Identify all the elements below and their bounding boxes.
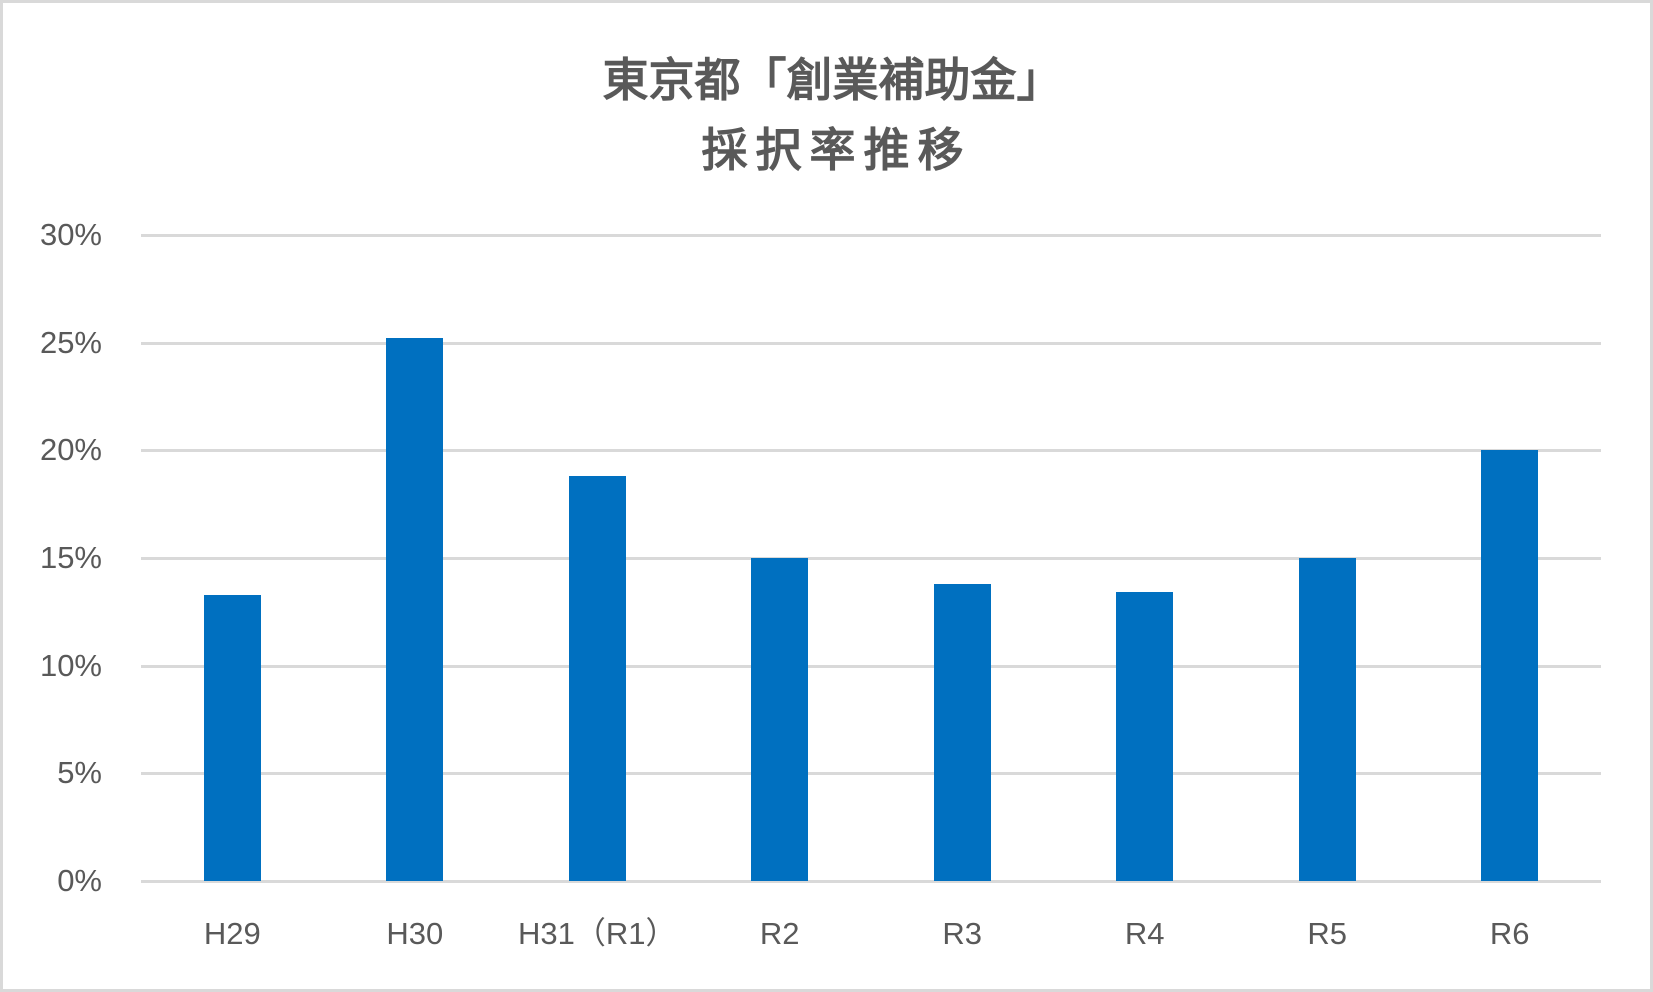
x-tick-label: H29 — [203, 916, 261, 951]
bar — [568, 476, 626, 881]
gridline — [141, 341, 1601, 345]
bar — [386, 338, 444, 881]
x-tick-label: R6 — [1489, 916, 1530, 951]
x-tick-label: R2 — [759, 916, 800, 951]
x-tick-label: H31（R1） — [518, 916, 677, 951]
gridline — [141, 664, 1601, 668]
x-tick-label: H30 — [386, 916, 444, 951]
bar — [1116, 592, 1174, 881]
gridline — [141, 449, 1601, 453]
y-tick-label: 10% — [39, 647, 102, 683]
bar — [933, 583, 991, 881]
y-tick-label: 15% — [39, 540, 102, 575]
y-tick-label: 30% — [39, 217, 102, 252]
plot-area — [141, 234, 1601, 883]
gridline — [141, 880, 1601, 883]
x-tick-label: R3 — [942, 916, 983, 951]
y-tick-label: 20% — [39, 432, 102, 468]
bar — [751, 558, 809, 881]
chart-title-line1: 東京都「創業補助金」 — [602, 53, 1063, 107]
x-tick-label: R5 — [1307, 916, 1348, 951]
bar — [203, 594, 261, 881]
x-tick-label: R4 — [1124, 916, 1165, 951]
gridline — [141, 557, 1601, 560]
y-tick-label: 25% — [39, 324, 102, 360]
y-tick-label: 5% — [57, 755, 102, 791]
bar — [1298, 558, 1356, 881]
gridline — [141, 772, 1601, 776]
gridline — [141, 234, 1601, 237]
bar — [1481, 450, 1539, 881]
y-tick-label: 0% — [57, 863, 102, 898]
chart-title-line2: 採択率推移 — [701, 123, 972, 177]
